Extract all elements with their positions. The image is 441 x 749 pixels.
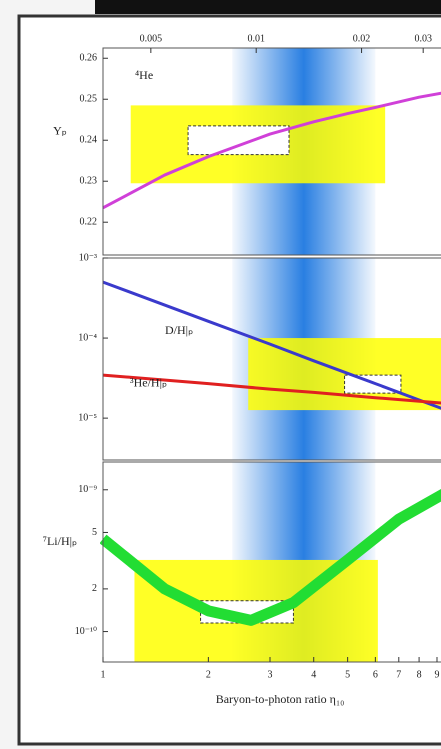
y-tick-label: 10⁻⁴ — [78, 332, 97, 343]
y-tick-label: 0.22 — [80, 217, 98, 228]
y-tick-label: 10⁻¹⁰ — [75, 626, 97, 637]
y-tick-label: 2 — [92, 583, 97, 594]
series-label: ³He/H|ₚ — [130, 375, 167, 389]
x-tick-label: 3 — [267, 669, 272, 680]
x-tick-label: 6 — [373, 669, 378, 680]
y-tick-label: 0.24 — [80, 135, 98, 146]
chart: 0.22 0.23 0.24 0.25 0.26 Yₚ ⁴He 0.005 0.01 0.02 0.… — [0, 0, 441, 749]
y-axis-label: ⁷Li/H|ₚ — [43, 534, 77, 548]
annotation: ⁴He — [135, 68, 153, 82]
x-tick-label: 1 — [101, 669, 106, 680]
x2-tick-label: 0.01 — [247, 33, 265, 44]
x-tick-label: 9 — [434, 669, 439, 680]
top-strip — [95, 0, 441, 14]
x-tick-label: 7 — [396, 669, 401, 680]
x2-tick-label: 0.005 — [140, 33, 163, 44]
page: 0.22 0.23 0.24 0.25 0.26 Yₚ ⁴He 0.005 0.01 0.02 0.… — [0, 0, 441, 749]
x-tick-label: 5 — [345, 669, 350, 680]
dashed-region — [188, 126, 289, 155]
x-tick-label: 4 — [311, 669, 316, 680]
y-tick-label: 0.25 — [80, 94, 98, 105]
y-tick-label: 10⁻⁹ — [78, 484, 97, 495]
y-tick-label: 10⁻⁵ — [78, 412, 97, 423]
series-label: D/H|ₚ — [165, 323, 193, 337]
y-tick-label: 10⁻³ — [79, 252, 97, 263]
y-tick-label: 5 — [92, 527, 97, 538]
x2-tick-label: 0.03 — [414, 33, 432, 44]
x-axis-label: Baryon-to-photon ratio η₁₀ — [216, 692, 345, 706]
y-tick-label: 0.26 — [80, 53, 98, 64]
x2-tick-label: 0.02 — [353, 33, 371, 44]
x-tick-label: 8 — [417, 669, 422, 680]
x-tick-label: 2 — [206, 669, 211, 680]
y-tick-label: 0.23 — [80, 176, 98, 187]
y-axis-label: Yₚ — [53, 123, 67, 137]
